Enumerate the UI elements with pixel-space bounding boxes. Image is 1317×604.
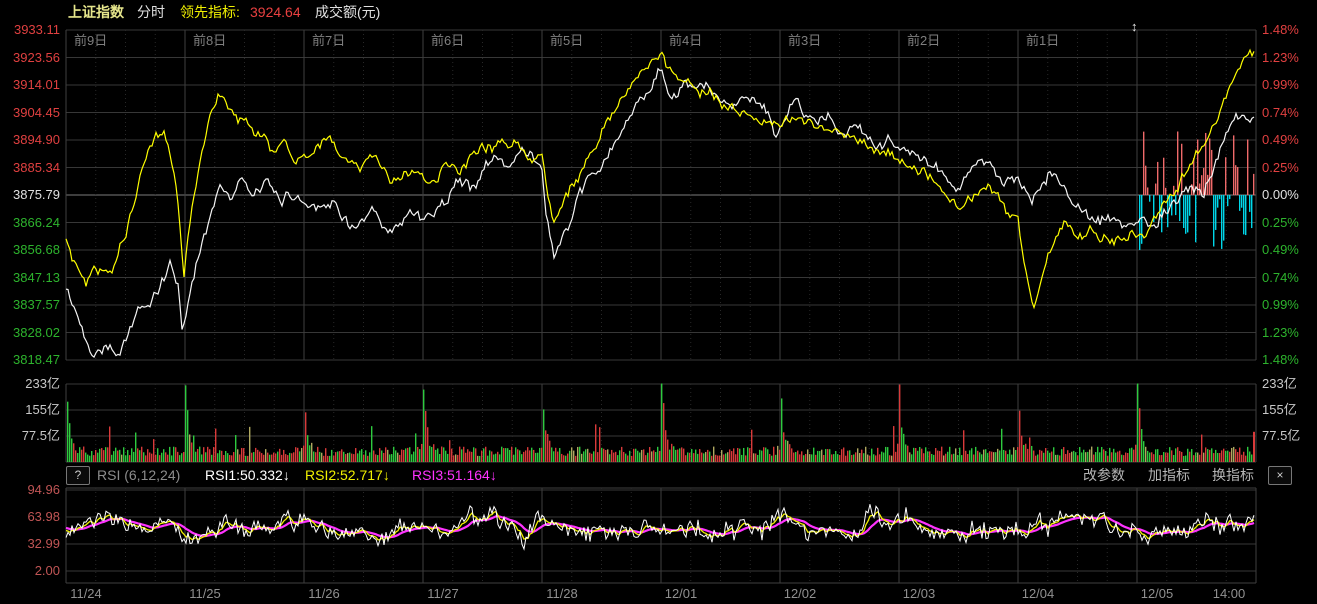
main-percent-axis-label: 1.48%	[1262, 353, 1299, 366]
scroll-handle-icon[interactable]: ↕	[1131, 20, 1138, 33]
volume-axis-label: 233亿	[1262, 377, 1297, 390]
chart-canvas[interactable]	[0, 0, 1317, 604]
rsi-axis-label: 2.00	[0, 564, 60, 577]
main-price-axis-label: 3847.13	[0, 271, 60, 284]
volume-axis-label: 233亿	[0, 377, 60, 390]
date-axis-label: 12/04	[1008, 587, 1068, 600]
day-section-label: 前6日	[431, 34, 464, 47]
view-mode-label: 分时	[137, 5, 165, 19]
volume-axis-label: 155亿	[0, 403, 60, 416]
trading-app-window: 上证指数 分时 领先指标: 3924.64 成交额(元) ↕ 3933.11 39…	[0, 0, 1317, 604]
volume-axis-label: 77.5亿	[0, 429, 60, 442]
day-section-label: 前9日	[74, 34, 107, 47]
date-axis-label: 11/26	[294, 587, 354, 600]
main-price-axis-label: 3866.24	[0, 216, 60, 229]
main-percent-axis-label: 1.23%	[1262, 51, 1299, 64]
day-section-label: 前5日	[550, 34, 583, 47]
day-section-label: 前3日	[788, 34, 821, 47]
current-time-label: 14:00	[1199, 587, 1259, 600]
day-section-label: 前7日	[312, 34, 345, 47]
main-percent-axis-label: 0.99%	[1262, 298, 1299, 311]
main-price-axis-label: 3856.68	[0, 243, 60, 256]
date-axis-label: 11/27	[413, 587, 473, 600]
main-price-axis-label: 3894.90	[0, 133, 60, 146]
main-percent-axis-label: 0.74%	[1262, 106, 1299, 119]
main-percent-axis-label: 0.25%	[1262, 216, 1299, 229]
main-price-axis-label: 3837.57	[0, 298, 60, 311]
main-price-axis-label: 3875.79	[0, 188, 60, 201]
help-button[interactable]: ?	[66, 466, 90, 485]
date-axis-label: 11/28	[532, 587, 592, 600]
rsi2-value-label: RSI2:52.717↓	[305, 468, 390, 482]
main-percent-axis-label: 0.49%	[1262, 243, 1299, 256]
rsi-axis-label: 94.96	[0, 483, 60, 496]
day-section-label: 前2日	[907, 34, 940, 47]
main-price-axis-label: 3904.45	[0, 106, 60, 119]
date-axis-label: 12/01	[651, 587, 711, 600]
main-price-axis-label: 3933.11	[0, 23, 60, 36]
index-name: 上证指数	[68, 5, 124, 19]
close-indicator-icon[interactable]: ×	[1268, 466, 1292, 485]
main-price-axis-label: 3828.02	[0, 326, 60, 339]
day-section-label: 前8日	[193, 34, 226, 47]
leading-indicator-label: 领先指标:	[180, 5, 240, 19]
main-percent-axis-label: 0.49%	[1262, 133, 1299, 146]
main-percent-axis-label: 1.23%	[1262, 326, 1299, 339]
rsi-axis-label: 32.99	[0, 537, 60, 550]
date-axis-label: 11/25	[175, 587, 235, 600]
day-section-label: 前4日	[669, 34, 702, 47]
main-percent-axis-label: 1.48%	[1262, 23, 1299, 36]
switch-indicator-button[interactable]: 换指标	[1212, 468, 1254, 482]
main-percent-axis-label: 0.74%	[1262, 271, 1299, 284]
main-price-axis-label: 3885.34	[0, 161, 60, 174]
date-axis-label: 12/03	[889, 587, 949, 600]
leading-indicator-value: 3924.64	[250, 5, 301, 19]
main-percent-axis-label: 0.00%	[1262, 188, 1299, 201]
date-axis-label: 11/24	[56, 587, 116, 600]
main-percent-axis-label: 0.99%	[1262, 78, 1299, 91]
rsi3-value-label: RSI3:51.164↓	[412, 468, 497, 482]
volume-axis-label: 77.5亿	[1262, 429, 1300, 442]
day-section-label: 前1日	[1026, 34, 1059, 47]
volume-axis-label: 155亿	[1262, 403, 1297, 416]
change-params-button[interactable]: 改参数	[1083, 468, 1125, 482]
rsi1-value-label: RSI1:50.332↓	[205, 468, 290, 482]
main-price-axis-label: 3914.01	[0, 78, 60, 91]
date-axis-label: 12/05	[1127, 587, 1187, 600]
main-price-axis-label: 3923.56	[0, 51, 60, 64]
turnover-label: 成交额(元)	[315, 5, 380, 19]
rsi-axis-label: 63.98	[0, 510, 60, 523]
add-indicator-button[interactable]: 加指标	[1148, 468, 1190, 482]
main-price-axis-label: 3818.47	[0, 353, 60, 366]
rsi-formula-label: RSI (6,12,24)	[97, 468, 180, 482]
date-axis-label: 12/02	[770, 587, 830, 600]
main-percent-axis-label: 0.25%	[1262, 161, 1299, 174]
